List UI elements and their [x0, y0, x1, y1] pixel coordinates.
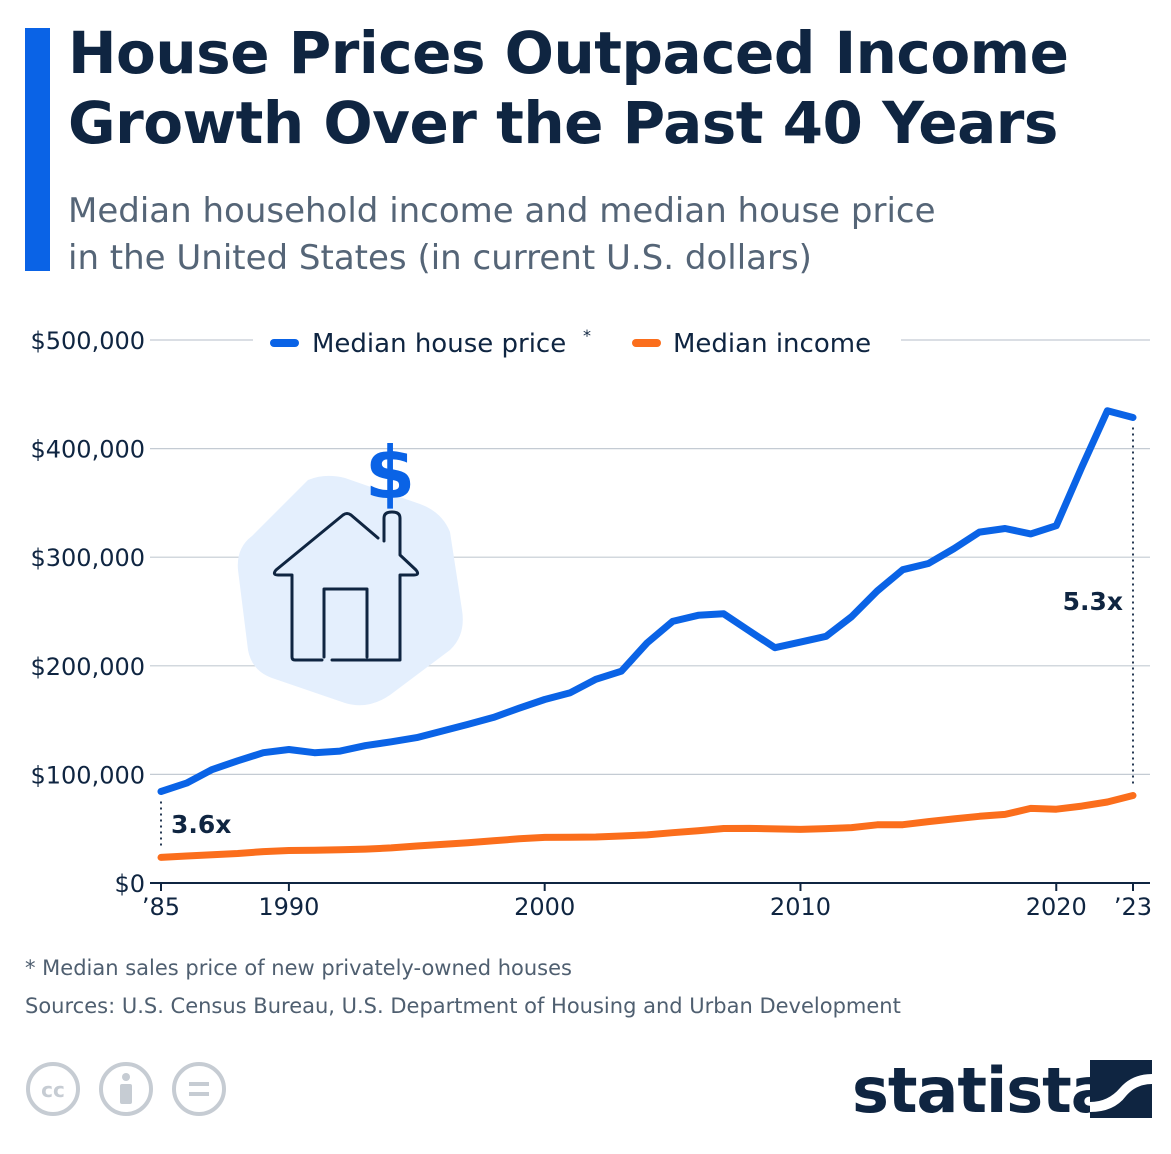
ratio-label-1985: 3.6x [171, 810, 231, 839]
x-tick-label: 2020 [1026, 893, 1087, 921]
house-icon [272, 510, 420, 662]
no-derivatives-icon [172, 1062, 226, 1116]
sources: Sources: U.S. Census Bureau, U.S. Depart… [25, 994, 901, 1018]
x-tick-label: 1990 [258, 893, 319, 921]
cc-icon: cc [26, 1062, 80, 1116]
y-tick-label: $300,000 [30, 544, 145, 572]
footnote: * Median sales price of new privately-ow… [25, 956, 572, 980]
subtitle-line-2: in the United States (in current U.S. do… [68, 238, 812, 278]
ratio-label-2023-bg [1055, 582, 1127, 616]
y-tick-label: $200,000 [30, 653, 145, 681]
svg-text:$: $ [365, 431, 415, 515]
y-tick-label: $400,000 [30, 436, 145, 464]
house-backdrop-blob [237, 475, 463, 706]
accent-bar [25, 28, 50, 271]
license-icons: cc [25, 1060, 235, 1124]
attribution-icon [99, 1062, 153, 1116]
x-tick-label: 2010 [770, 893, 831, 921]
income-line [157, 792, 1137, 861]
statista-logo-text: statista [852, 1054, 1113, 1127]
house-illustration: $ [237, 431, 463, 706]
title-line-2: Growth Over the Past 40 Years [68, 89, 1058, 157]
statista-logo-icon [1090, 1060, 1152, 1118]
subtitle-line-1: Median household income and median house… [68, 191, 936, 231]
x-tick-label: ’23 [1114, 893, 1152, 921]
legend-label-house-price: Median house price [312, 329, 566, 359]
page-subtitle: Median household income and median house… [68, 188, 1128, 282]
legend-background [253, 317, 901, 370]
svg-text:cc: cc [41, 1078, 65, 1102]
legend-asterisk: * [583, 326, 591, 345]
ratio-label-2023: 5.3x [1063, 587, 1123, 616]
x-tick-label: 2000 [514, 893, 575, 921]
line-chart: $0 $100,000 $200,000 $300,000 $400,000 $500,0… [30, 317, 1152, 921]
page-title: House Prices Outpaced Income Growth Over… [68, 18, 1158, 158]
legend-label-income: Median income [673, 329, 871, 359]
dollar-icon: $ [365, 431, 415, 515]
y-tick-label: $500,000 [30, 327, 145, 355]
x-tick-label: ’85 [142, 893, 180, 921]
chart-legend: Median house price * Median income [253, 317, 901, 370]
y-tick-label: $0 [114, 870, 145, 898]
y-tick-label: $100,000 [30, 761, 145, 789]
title-line-1: House Prices Outpaced Income [68, 19, 1069, 87]
